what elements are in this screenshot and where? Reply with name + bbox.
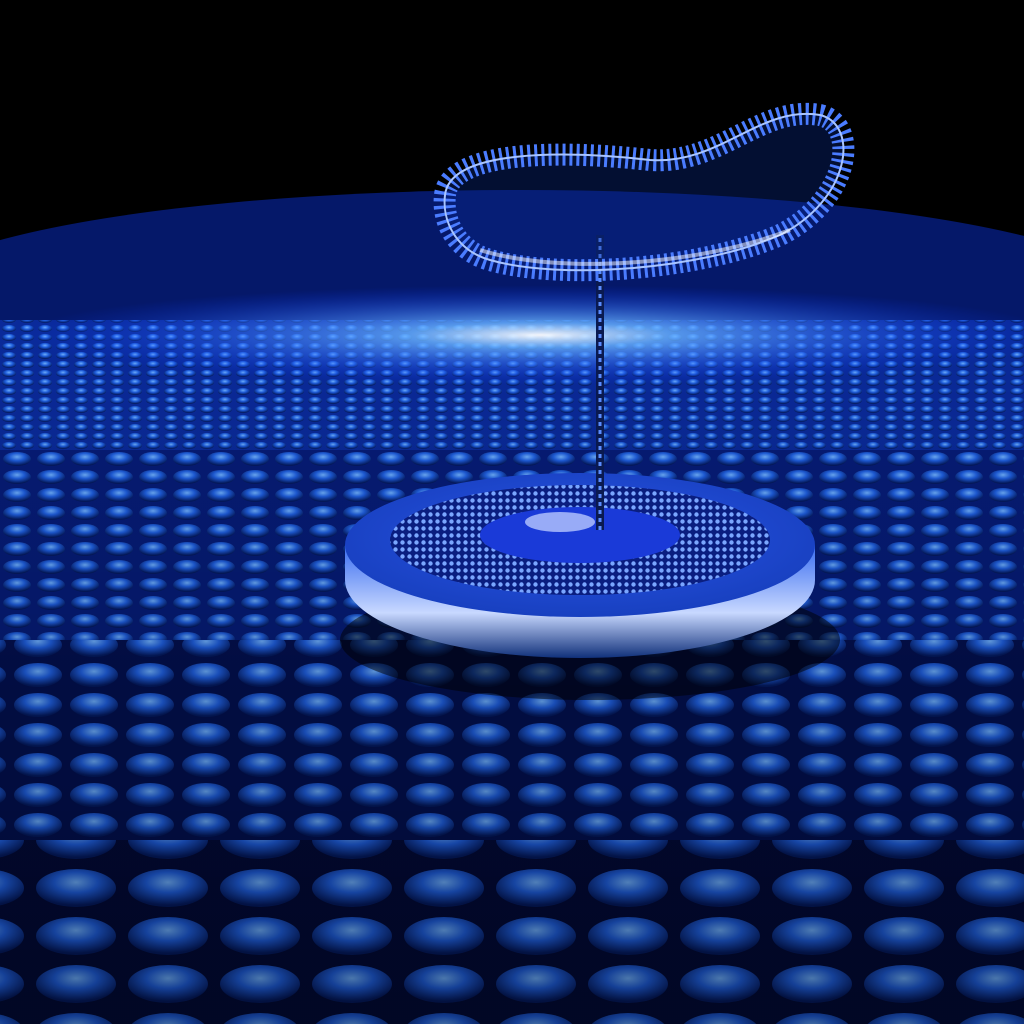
floating-ring bbox=[433, 102, 855, 282]
disk-highlight bbox=[525, 512, 595, 532]
disk bbox=[345, 473, 815, 658]
ring-edge bbox=[443, 112, 845, 272]
ring-light bbox=[479, 228, 791, 266]
horizon-glow bbox=[20, 285, 1024, 385]
